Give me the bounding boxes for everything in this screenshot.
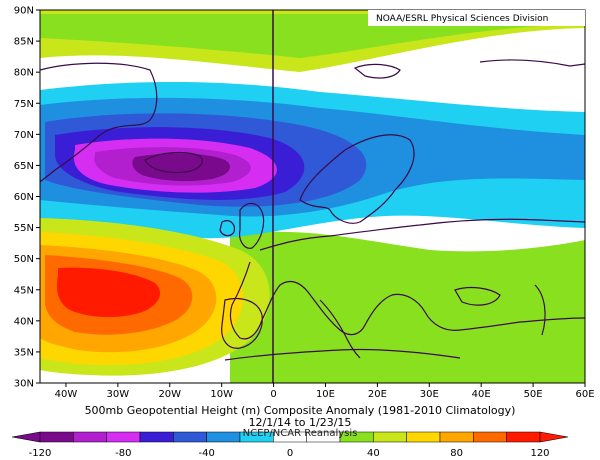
caption-title: 500mb Geopotential Height (m) Composite … — [84, 404, 516, 417]
colorbar-label: -120 — [29, 448, 52, 459]
positive-area-southeast — [230, 231, 585, 383]
lon-label: 30E — [420, 389, 439, 400]
caption-dates: 12/1/14 to 1/23/15 — [248, 416, 352, 429]
lat-label: 30N — [14, 379, 34, 390]
lon-label: 60E — [575, 389, 594, 400]
colorbar-labels: -120 -80 -40 0 40 80 120 — [29, 448, 550, 459]
lon-label: 20E — [368, 389, 387, 400]
lon-label: 50E — [524, 389, 543, 400]
lat-label: 45N — [14, 285, 34, 296]
longitude-axis: 40W 30W 20W 10W 0 10E 20E 30E 40E 50E 60E — [55, 383, 595, 400]
lon-label: 10E — [316, 389, 335, 400]
lat-label: 70N — [14, 130, 34, 141]
coastlines — [40, 59, 585, 361]
lat-label: 50N — [14, 254, 34, 265]
anomaly-field — [40, 10, 585, 383]
lat-label: 90N — [14, 6, 34, 17]
colorbar-label: -80 — [115, 448, 131, 459]
colorbar-label: 40 — [367, 448, 380, 459]
lat-label: 35N — [14, 347, 34, 358]
colorbar — [11, 431, 569, 443]
colorbar-label: 80 — [450, 448, 463, 459]
lon-label: 10W — [210, 389, 233, 400]
lon-label: 20W — [158, 389, 181, 400]
colorbar-label: 120 — [530, 448, 549, 459]
lat-label: 60N — [14, 192, 34, 203]
lat-label: 55N — [14, 223, 34, 234]
lat-label: 40N — [14, 316, 34, 327]
lat-label: 85N — [14, 37, 34, 48]
credit-text: NOAA/ESRL Physical Sciences Division — [376, 14, 548, 24]
lat-label: 80N — [14, 68, 34, 79]
colorbar-arrow-right — [539, 431, 569, 443]
lon-label: 0 — [270, 389, 276, 400]
colorbar-label: 0 — [287, 448, 293, 459]
lat-label: 75N — [14, 99, 34, 110]
lon-label: 30W — [107, 389, 130, 400]
lat-label: 65N — [14, 161, 34, 172]
caption-source: NCEP/NCAR Reanalysis — [242, 428, 358, 439]
colorbar-label: -40 — [198, 448, 214, 459]
lon-label: 40W — [55, 389, 78, 400]
credit-box — [368, 10, 585, 26]
latitude-axis: 30N 35N 40N 45N 50N 55N 60N 65N 70N 75N 80N 85N 90N — [14, 6, 40, 390]
lon-label: 40E — [472, 389, 491, 400]
